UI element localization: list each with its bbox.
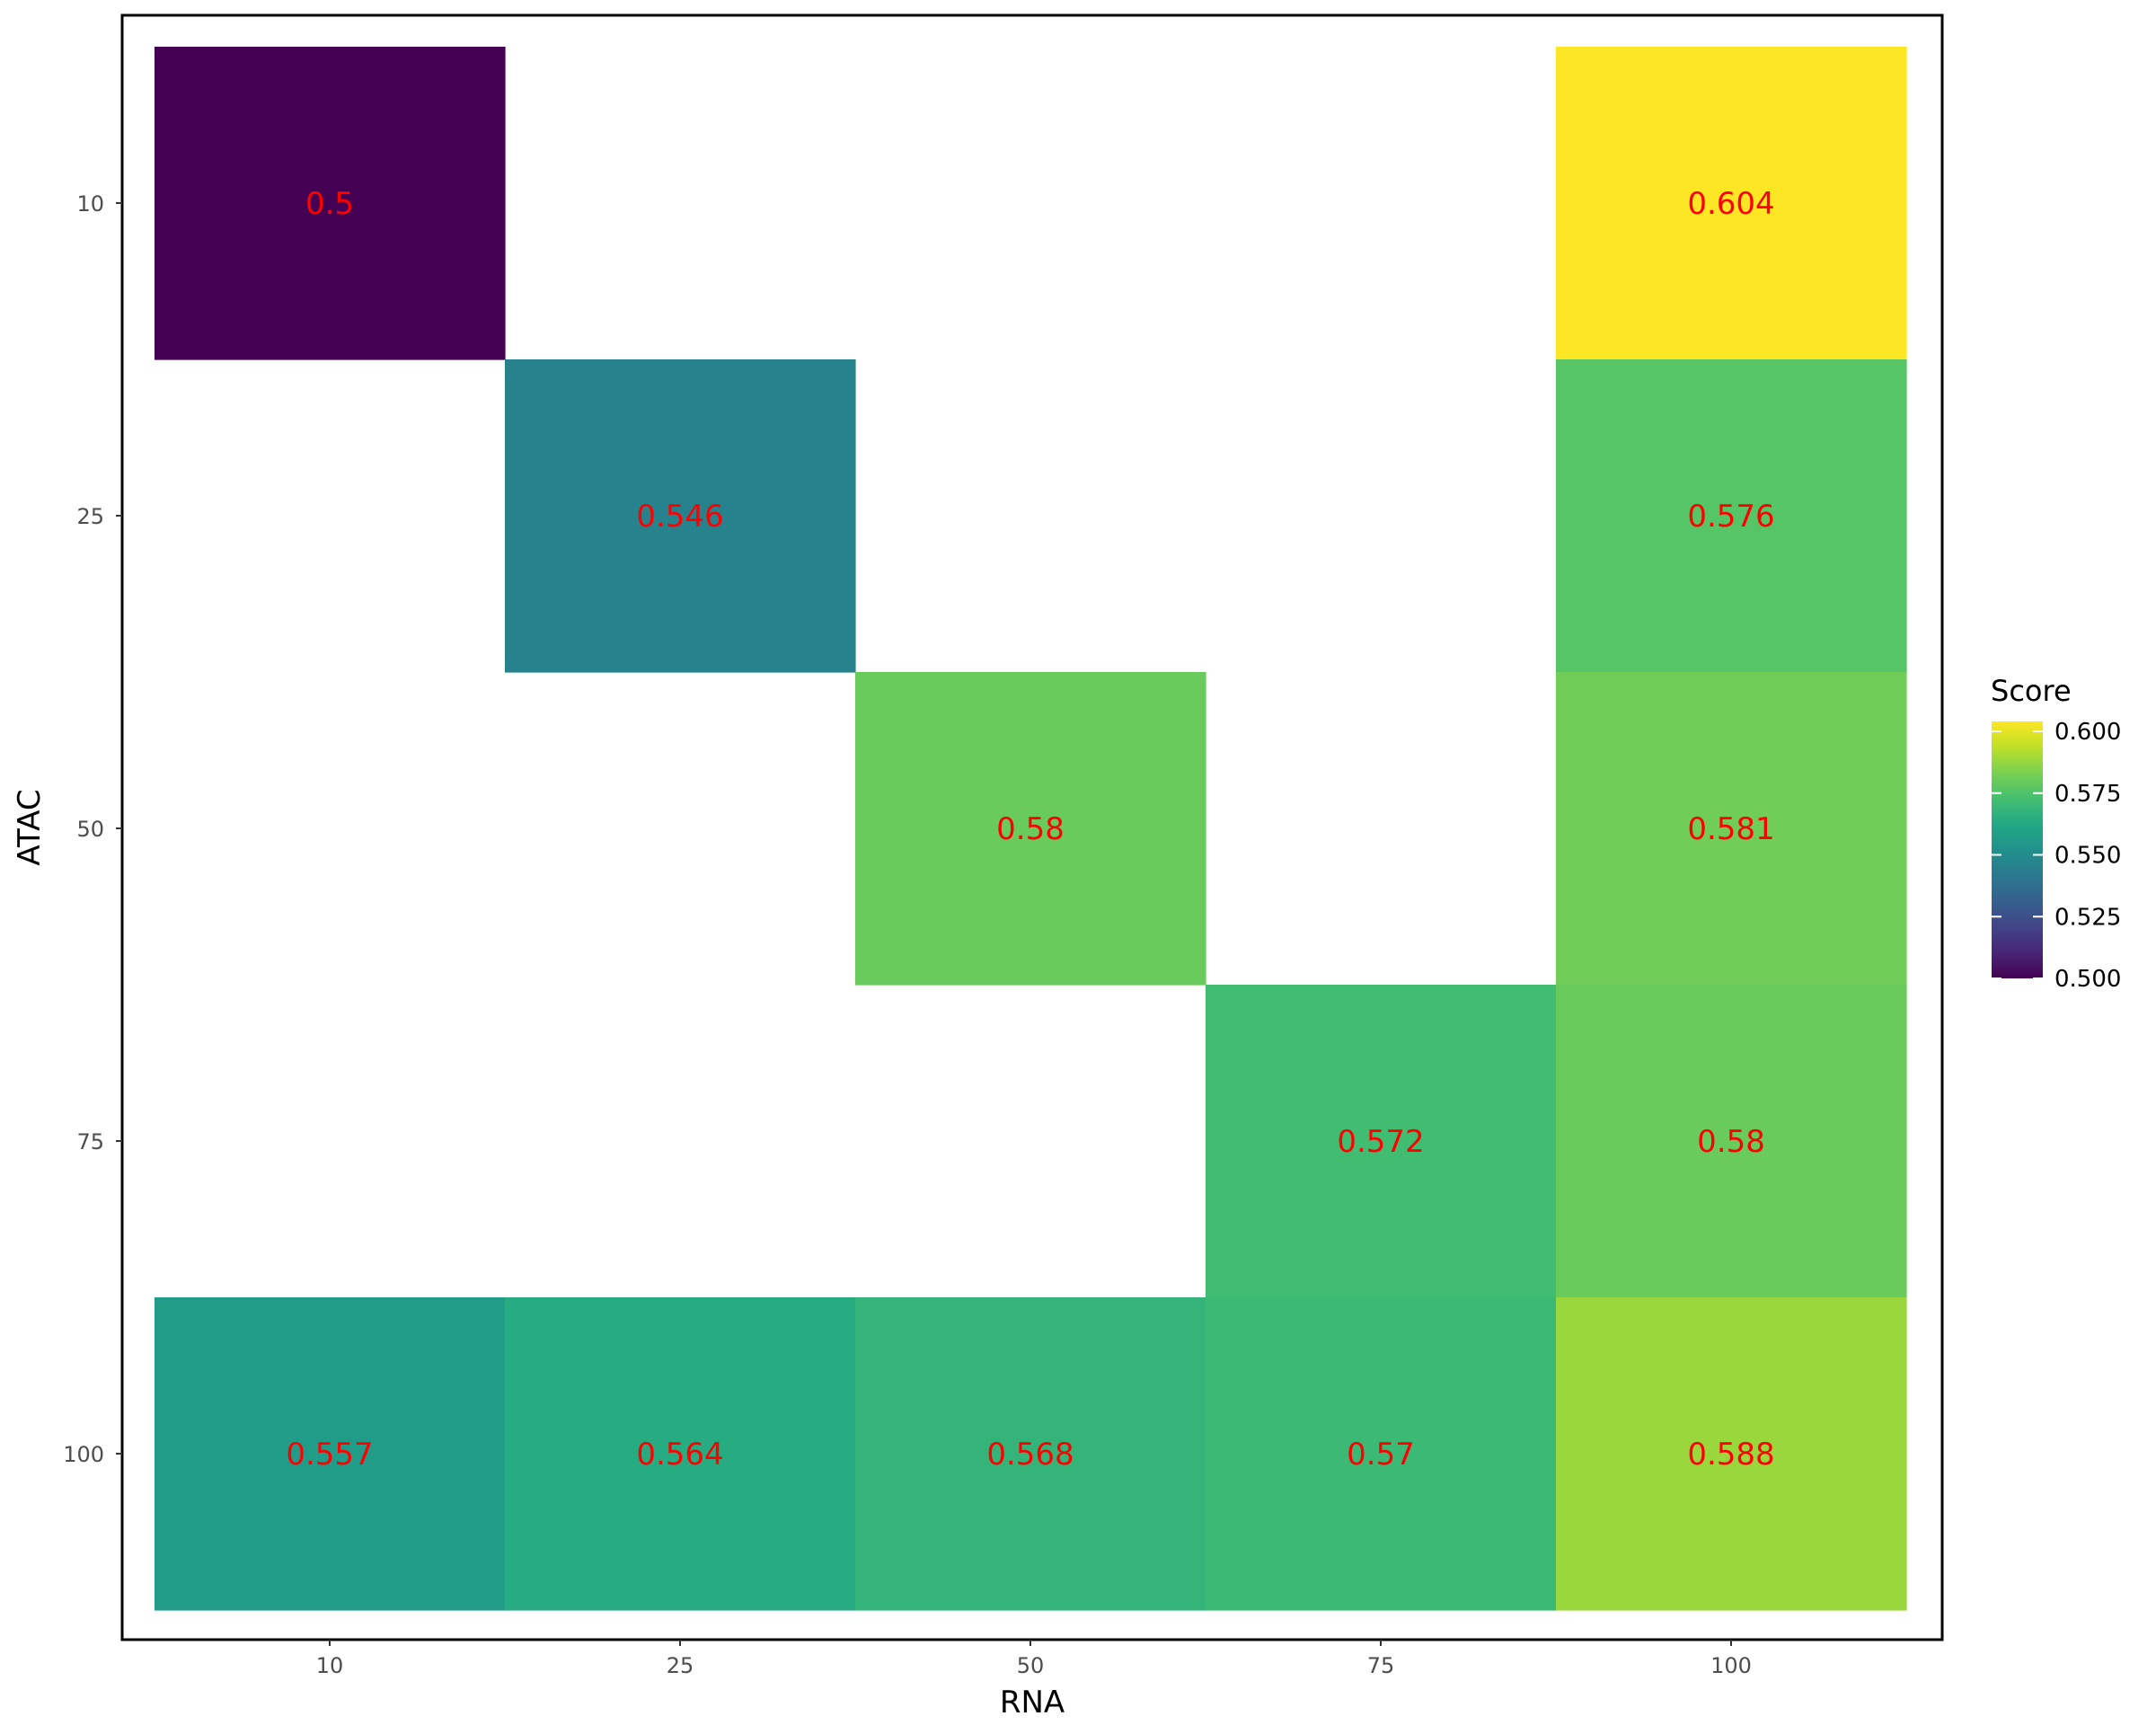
legend: Score 0.500 0.525 0.550 0.575 0.600 xyxy=(1991,674,2121,993)
legend-tick-label: 0.575 xyxy=(2054,781,2121,808)
cell-value-label: 0.588 xyxy=(1687,1437,1774,1473)
cell-value-label: 0.564 xyxy=(636,1437,723,1473)
heatmap-cell xyxy=(505,1297,856,1611)
y-axis-ticks: 10 25 50 75 100 xyxy=(63,191,122,1467)
heatmap-cell xyxy=(1556,47,1907,360)
cell-value-label: 0.57 xyxy=(1347,1437,1415,1473)
legend-tick-label: 0.500 xyxy=(2054,966,2121,993)
legend-tick-label: 0.550 xyxy=(2054,843,2121,870)
heatmap-cell xyxy=(1556,359,1907,673)
x-axis-title: RNA xyxy=(1000,1685,1065,1721)
heatmap-cell xyxy=(505,359,856,673)
cell-value-label: 0.572 xyxy=(1337,1124,1424,1160)
legend-tick-label: 0.525 xyxy=(2054,904,2121,931)
heatmap-cells xyxy=(155,47,1907,1611)
heatmap-cell xyxy=(855,672,1206,986)
legend-colorbar xyxy=(1992,721,2043,978)
y-tick-label: 50 xyxy=(76,817,104,842)
y-tick-label: 10 xyxy=(76,191,104,217)
cell-value-label: 0.604 xyxy=(1687,186,1774,222)
heatmap-cell xyxy=(155,47,506,360)
cell-value-label: 0.58 xyxy=(996,811,1065,847)
y-tick-label: 25 xyxy=(76,504,104,529)
cell-value-label: 0.568 xyxy=(986,1437,1074,1473)
cell-value-label: 0.576 xyxy=(1687,499,1774,535)
cell-value-label: 0.557 xyxy=(286,1437,373,1473)
y-axis-title: ATAC xyxy=(12,789,48,865)
legend-title: Score xyxy=(1991,674,2072,708)
cell-value-label: 0.581 xyxy=(1687,811,1774,847)
heatmap-cell xyxy=(1206,1297,1557,1611)
heatmap-cell xyxy=(855,1297,1206,1611)
y-tick-label: 100 xyxy=(63,1442,104,1467)
heatmap-cell xyxy=(1206,985,1557,1298)
heatmap-cell xyxy=(1556,985,1907,1298)
x-tick-label: 25 xyxy=(667,1653,694,1678)
x-tick-label: 10 xyxy=(316,1653,344,1678)
legend-ticks: 0.500 0.525 0.550 0.575 0.600 xyxy=(1992,719,2121,993)
heatmap-cell xyxy=(1556,1297,1907,1611)
legend-tick-label: 0.600 xyxy=(2054,719,2121,746)
x-tick-label: 50 xyxy=(1017,1653,1045,1678)
x-axis-ticks: 10 25 50 75 100 xyxy=(316,1640,1752,1678)
heatmap-cell xyxy=(1556,672,1907,986)
cell-value-label: 0.546 xyxy=(636,499,723,535)
cell-value-label: 0.5 xyxy=(305,186,354,222)
cell-value-label: 0.58 xyxy=(1697,1124,1765,1160)
x-tick-label: 100 xyxy=(1710,1653,1752,1678)
cell-labels: 0.5 0.604 0.546 0.576 0.58 0.581 0.572 0.58 0.55… xyxy=(286,186,1774,1473)
heatmap-cell xyxy=(155,1297,506,1611)
x-tick-label: 75 xyxy=(1367,1653,1395,1678)
y-tick-label: 75 xyxy=(76,1129,104,1154)
